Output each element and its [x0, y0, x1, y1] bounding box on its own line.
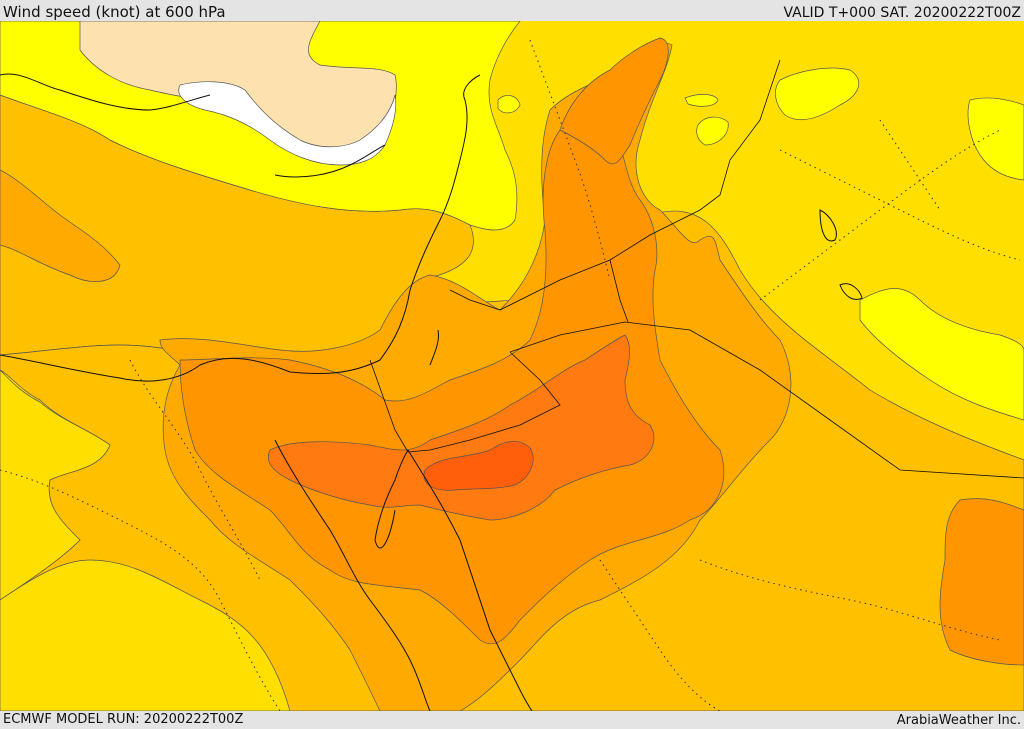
map-canvas [0, 21, 1024, 711]
field-orange [179, 122, 724, 645]
field-orange-east [939, 498, 1024, 666]
header-bar: Wind speed (knot) at 600 hPa VALID T+000… [0, 0, 1024, 21]
field-white [178, 81, 397, 166]
field-red-orange [423, 441, 534, 491]
field-pale-yellow-e [967, 97, 1024, 181]
field-amber-west [0, 169, 121, 282]
field-pale-yellow-islands [497, 94, 729, 146]
wind-speed-map[interactable] [0, 21, 1024, 711]
field-orange-spike [559, 37, 669, 165]
model-run: ECMWF MODEL RUN: 20200222T00Z [3, 712, 244, 727]
field-dark-orange [267, 334, 655, 521]
national-borders [369, 59, 1024, 479]
coastlines [0, 73, 863, 711]
field-pale-yellow-se [859, 288, 1024, 421]
valid-time: VALID T+000 SAT. 20200222T00Z [783, 5, 1021, 21]
map-title: Wind speed (knot) at 600 hPa [3, 3, 226, 21]
field-pale-yellow-ne [775, 67, 860, 121]
footer-bar: ECMWF MODEL RUN: 20200222T00Z ArabiaWeat… [0, 711, 1024, 729]
credit: ArabiaWeather Inc. [896, 713, 1021, 728]
field-yellow-sw2 [0, 559, 291, 711]
dotted-isolines [0, 39, 1021, 711]
field-yellow-sw [0, 369, 111, 601]
